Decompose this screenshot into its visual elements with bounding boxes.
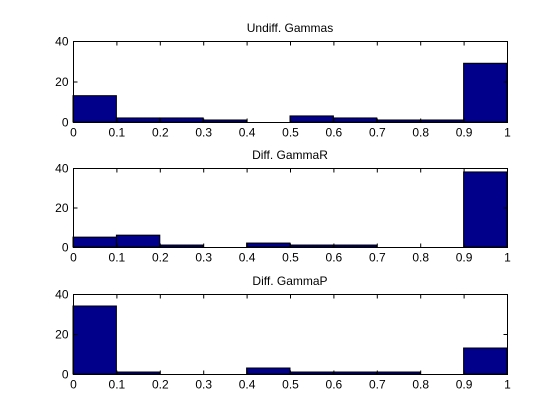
histogram-bar: [72, 305, 117, 375]
subplot-2: 0 0.1 0.2 0.3 0.4 0.5 0.6 0.7 0.8 0.9 1 0 20 40 Diff. …: [55, 148, 511, 265]
x-tick-label: 1: [504, 378, 511, 392]
x-tick-label: 0: [70, 251, 77, 265]
histogram-bar: [376, 371, 421, 375]
histogram-bar: [246, 242, 291, 248]
x-tick-label: 0.4: [239, 378, 256, 392]
subplot-title: Undiff. Gammas: [247, 21, 333, 35]
histogram-bar: [376, 119, 421, 123]
histogram-bar: [159, 244, 204, 248]
subplot-title: Diff. GammaR: [252, 148, 328, 162]
histogram-bar: [419, 119, 465, 123]
x-tick-label: 0.7: [369, 126, 386, 140]
y-tick-label: 40: [55, 162, 69, 176]
y-tick-label: 0: [62, 116, 69, 130]
histogram-bar: [246, 367, 291, 375]
histogram-bar: [72, 236, 117, 248]
x-tick-label: 1: [504, 126, 511, 140]
y-tick-label: 20: [55, 75, 69, 89]
x-tick-label: 0.2: [152, 126, 169, 140]
x-tick-label: 0.1: [109, 378, 126, 392]
x-tick-label: 0.3: [195, 126, 212, 140]
x-tick-label: 0.6: [326, 378, 343, 392]
x-tick-label: 0.8: [412, 378, 429, 392]
x-tick-label: 0.8: [412, 251, 429, 265]
histogram-bar: [332, 244, 378, 248]
x-tick-label: 0.4: [239, 126, 256, 140]
histogram-bar: [115, 234, 161, 248]
x-tick-label: 0.7: [369, 378, 386, 392]
subplot-1: 0 0.1 0.2 0.3 0.4 0.5 0.6 0.7 0.8 0.9 1 0 20 40 Undiff…: [55, 21, 511, 140]
histogram-bar: [289, 371, 334, 375]
x-tick-label: 0.9: [456, 378, 473, 392]
x-tick-label: 0.3: [195, 251, 212, 265]
x-tick-label: 0.5: [282, 126, 299, 140]
subplot-3: 0 0.1 0.2 0.3 0.4 0.5 0.6 0.7 0.8 0.9 1 0 20 40 Diff. …: [55, 274, 511, 392]
histogram-bar: [463, 171, 508, 248]
x-tick-label: 0.6: [326, 126, 343, 140]
y-tick-label: 40: [55, 288, 69, 302]
x-tick-label: 0.1: [109, 251, 126, 265]
x-tick-label: 0: [70, 126, 77, 140]
x-tick-label: 0.9: [456, 251, 473, 265]
histogram-bar: [72, 95, 117, 123]
histogram-bar: [202, 119, 248, 123]
y-tick-label: 20: [55, 201, 69, 215]
y-tick-label: 0: [62, 368, 69, 382]
x-tick-label: 0.9: [456, 126, 473, 140]
histogram-bar: [463, 347, 508, 375]
histogram-bar: [332, 371, 378, 375]
histogram-bar: [332, 117, 378, 123]
x-tick-label: 0.4: [239, 251, 256, 265]
x-tick-label: 0.5: [282, 251, 299, 265]
x-tick-label: 0.7: [369, 251, 386, 265]
x-tick-label: 0.2: [152, 251, 169, 265]
x-tick-label: 0.2: [152, 378, 169, 392]
histogram-bar: [289, 115, 334, 123]
x-tick-label: 0: [70, 378, 77, 392]
x-tick-label: 0.5: [282, 378, 299, 392]
x-tick-label: 0.3: [195, 378, 212, 392]
histogram-bar: [115, 117, 161, 123]
y-tick-label: 40: [55, 35, 69, 49]
histogram-bar: [289, 244, 334, 248]
histogram-bar: [159, 117, 204, 123]
histogram-bar: [463, 62, 508, 123]
y-tick-label: 20: [55, 328, 69, 342]
x-tick-label: 1: [504, 251, 511, 265]
x-tick-label: 0.1: [109, 126, 126, 140]
x-tick-label: 0.8: [412, 126, 429, 140]
histogram-bar: [115, 371, 161, 375]
y-tick-label: 0: [62, 241, 69, 255]
x-tick-label: 0.6: [326, 251, 343, 265]
subplot-title: Diff. GammaP: [252, 274, 327, 288]
